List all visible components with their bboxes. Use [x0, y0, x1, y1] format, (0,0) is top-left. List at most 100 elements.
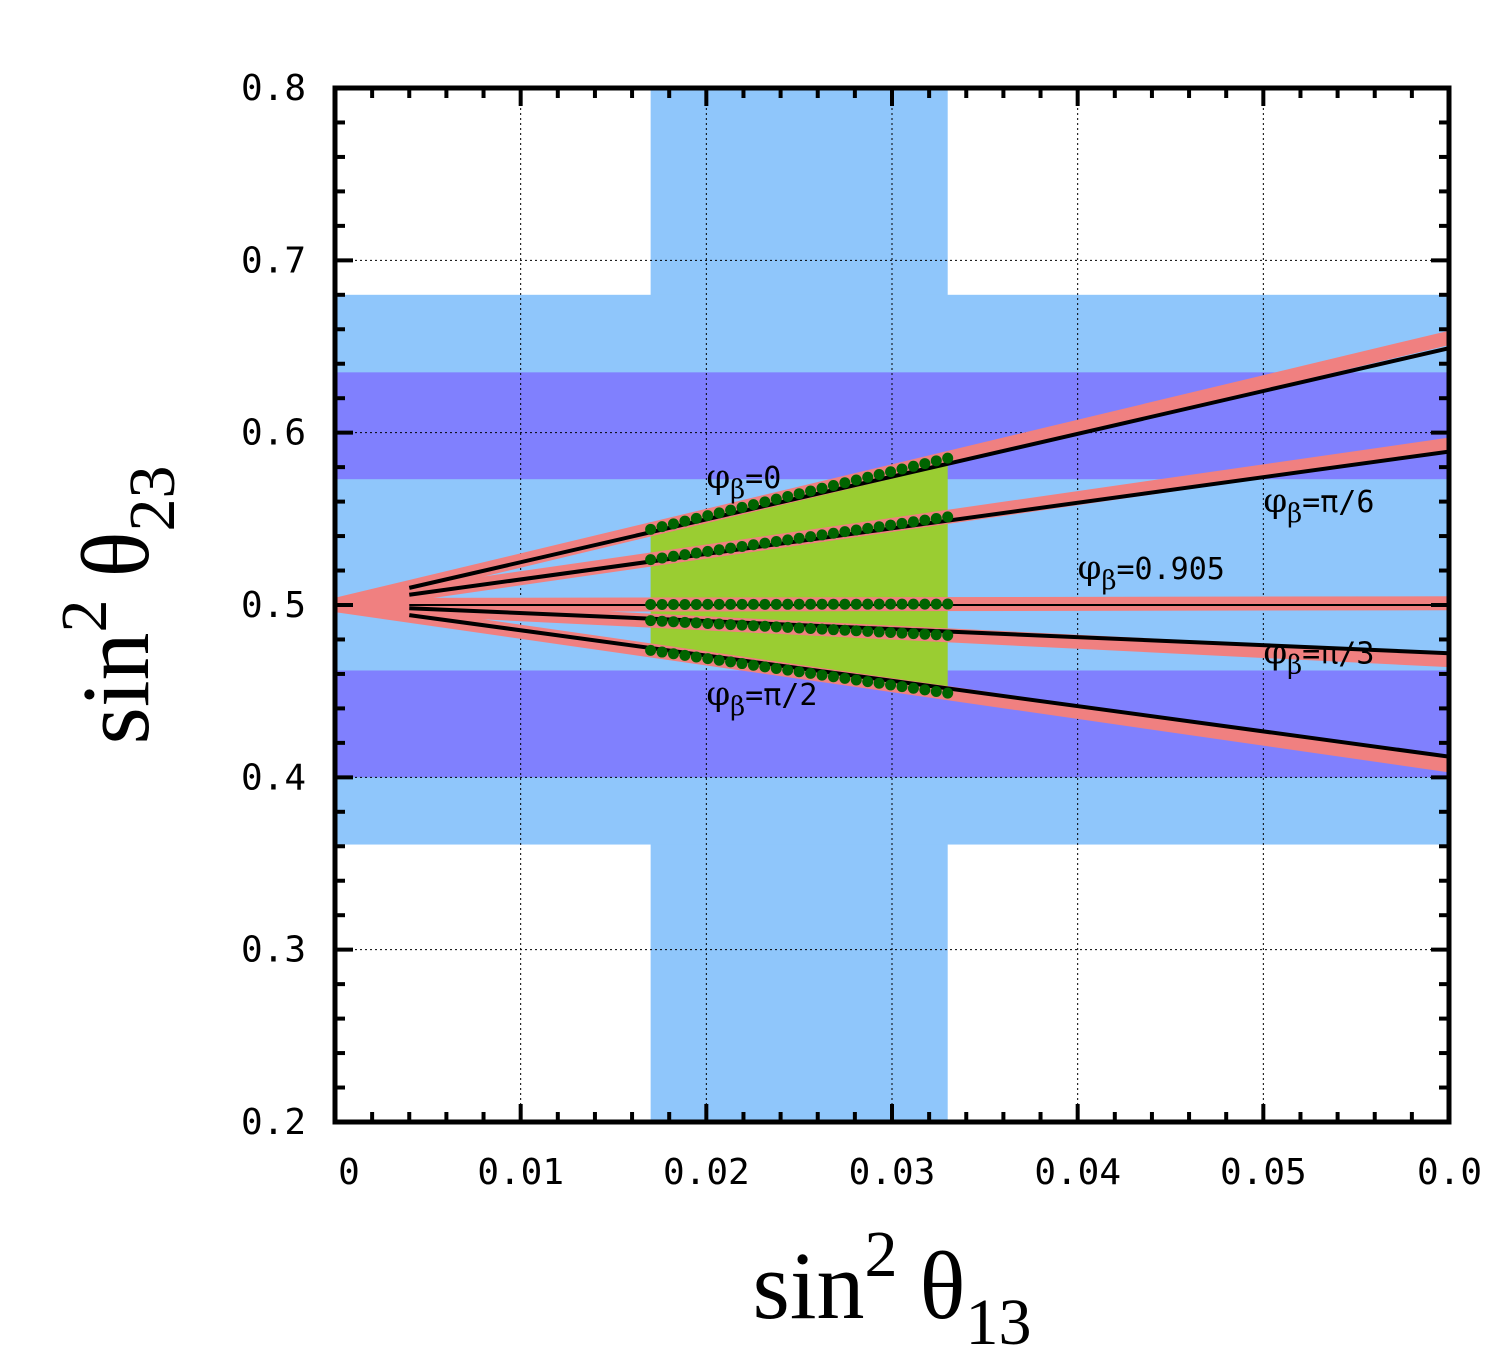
point-2-6 — [713, 598, 725, 610]
point-4-3 — [679, 649, 691, 661]
point-1-9 — [747, 539, 759, 551]
y-axis-title: sin2 θ23 — [48, 465, 189, 744]
x-tick-label-1: 0.01 — [477, 1152, 564, 1193]
point-4-11 — [770, 662, 782, 674]
point-0-19 — [862, 471, 874, 483]
point-4-21 — [885, 679, 897, 691]
point-3-25 — [930, 629, 942, 641]
annotation-value: =π/6 — [1302, 485, 1374, 520]
tick-labels-layer: 0 0.01 0.02 0.03 0.04 0.05 0.0 0.2 0.3 0.4 0.5 0.6 0… — [241, 68, 1482, 1193]
black-line-0 — [408, 346, 1449, 590]
point-1-23 — [907, 516, 919, 528]
point-3-8 — [736, 619, 748, 631]
point-3-13 — [793, 622, 805, 634]
point-0-21 — [885, 466, 897, 478]
point-1-8 — [736, 540, 748, 552]
annotation-sub: β — [1287, 651, 1302, 681]
y-tick-label-1: 0.3 — [241, 930, 306, 971]
point-3-21 — [885, 627, 897, 639]
annotation-value: =0 — [745, 461, 781, 496]
point-0-14 — [805, 485, 817, 497]
point-0-16 — [827, 479, 839, 491]
y-tick-label-4: 0.6 — [241, 413, 306, 454]
point-2-16 — [827, 598, 839, 610]
point-4-6 — [713, 654, 725, 666]
point-3-10 — [759, 620, 771, 632]
point-4-5 — [702, 653, 714, 665]
point-2-7 — [725, 598, 737, 610]
point-3-16 — [827, 624, 839, 636]
point-2-11 — [770, 598, 782, 610]
point-1-0 — [645, 554, 657, 566]
point-2-14 — [805, 598, 817, 610]
annotation-value: =π/3 — [1302, 637, 1374, 672]
point-0-10 — [759, 496, 771, 508]
annotation-sub: β — [1101, 566, 1116, 596]
point-0-20 — [873, 469, 885, 481]
point-2-1 — [656, 598, 668, 610]
point-3-0 — [645, 615, 657, 627]
point-1-5 — [702, 545, 714, 557]
point-0-25 — [930, 455, 942, 467]
point-0-4 — [690, 512, 702, 524]
point-2-8 — [736, 598, 748, 610]
point-1-6 — [713, 544, 725, 556]
x-tick-label-6: 0.0 — [1417, 1152, 1482, 1193]
point-4-22 — [896, 681, 908, 693]
point-1-17 — [839, 526, 851, 538]
point-3-1 — [656, 615, 668, 627]
point-3-14 — [805, 623, 817, 635]
point-1-12 — [782, 534, 794, 546]
point-3-20 — [873, 626, 885, 638]
point-0-26 — [942, 452, 954, 464]
point-1-24 — [919, 514, 931, 526]
point-4-17 — [839, 672, 851, 684]
point-0-12 — [782, 490, 794, 502]
point-2-5 — [702, 598, 714, 610]
point-2-24 — [919, 598, 931, 610]
y-axis-title-theta: θ — [62, 531, 169, 577]
point-1-3 — [679, 549, 691, 561]
point-3-18 — [850, 625, 862, 637]
point-1-14 — [805, 531, 817, 543]
point-3-2 — [667, 616, 679, 628]
point-4-24 — [919, 684, 931, 696]
annotation-sub: β — [1287, 499, 1302, 529]
annotation-phi: φ — [706, 457, 730, 497]
annotation-phi: φ — [1263, 481, 1287, 521]
point-4-8 — [736, 658, 748, 670]
point-1-13 — [793, 532, 805, 544]
point-3-6 — [713, 618, 725, 630]
point-2-25 — [930, 598, 942, 610]
point-0-18 — [850, 474, 862, 486]
point-1-11 — [770, 536, 782, 548]
point-2-13 — [793, 598, 805, 610]
point-0-9 — [747, 499, 759, 511]
point-2-9 — [747, 598, 759, 610]
annotation-4: φβ=π/2 — [706, 674, 817, 722]
x-tick-label-5: 0.05 — [1220, 1152, 1307, 1193]
y-tick-label-3: 0.5 — [241, 585, 306, 626]
point-2-19 — [862, 598, 874, 610]
point-2-12 — [782, 598, 794, 610]
point-3-15 — [816, 623, 828, 635]
point-3-12 — [782, 621, 794, 633]
point-4-13 — [793, 666, 805, 678]
point-1-2 — [667, 550, 679, 562]
annotation-value: =0.905 — [1117, 552, 1225, 587]
point-2-2 — [667, 598, 679, 610]
point-4-18 — [850, 674, 862, 686]
annotation-0: φβ=0 — [706, 457, 781, 505]
y-tick-label-5: 0.7 — [241, 240, 306, 281]
point-4-23 — [907, 682, 919, 694]
point-0-1 — [656, 521, 668, 533]
point-4-4 — [690, 651, 702, 663]
point-1-21 — [885, 519, 897, 531]
point-0-13 — [793, 488, 805, 500]
point-4-16 — [827, 671, 839, 683]
point-1-4 — [690, 547, 702, 559]
point-2-17 — [839, 598, 851, 610]
points-layer — [645, 452, 954, 699]
